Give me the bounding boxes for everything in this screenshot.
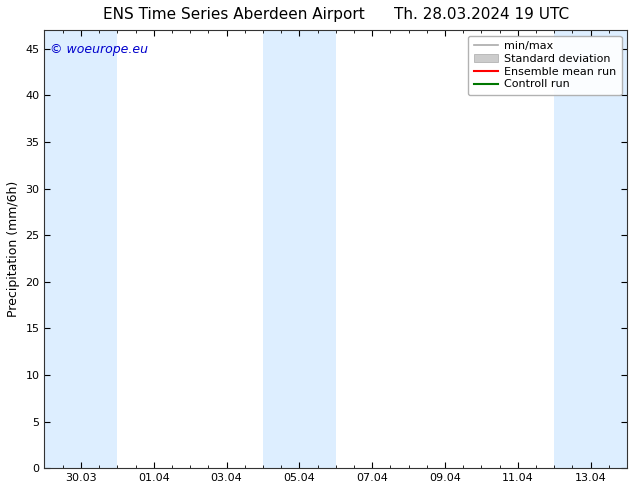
Bar bbox=[44, 30, 117, 468]
Text: © woeurope.eu: © woeurope.eu bbox=[50, 43, 148, 56]
Bar bbox=[554, 30, 627, 468]
Legend: min/max, Standard deviation, Ensemble mean run, Controll run: min/max, Standard deviation, Ensemble me… bbox=[468, 36, 621, 95]
Title: ENS Time Series Aberdeen Airport      Th. 28.03.2024 19 UTC: ENS Time Series Aberdeen Airport Th. 28.… bbox=[103, 7, 569, 22]
Bar bbox=[263, 30, 336, 468]
Y-axis label: Precipitation (mm/6h): Precipitation (mm/6h) bbox=[7, 181, 20, 317]
